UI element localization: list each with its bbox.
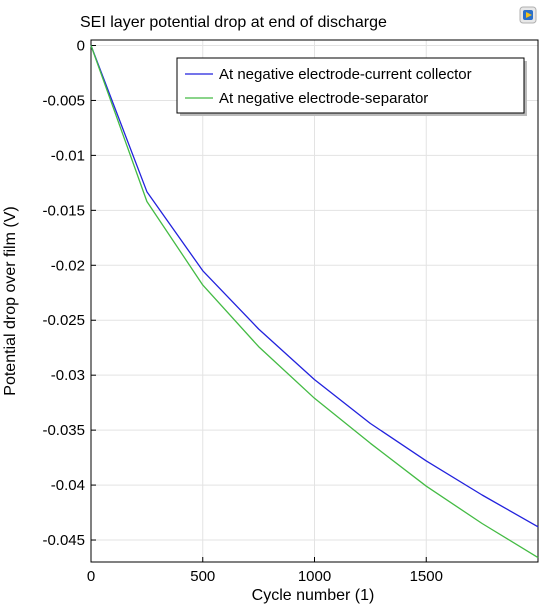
series-line-0 (90, 45, 539, 528)
legend: At negative electrode-current collector … (176, 57, 527, 116)
legend-label-separator: At negative electrode-separator (219, 90, 428, 107)
series-layer (90, 45, 539, 559)
ticks: 0 500 1000 1500 0 -0.005 -0.01 -0.015 -0.02 -0.02… (42, 37, 442, 585)
y-tick-label: -0.02 (51, 257, 85, 274)
x-tick-label: 1000 (298, 568, 331, 585)
y-tick-label: -0.045 (42, 532, 85, 549)
x-tick-label: 1500 (410, 568, 443, 585)
chart-title: SEI layer potential drop at end of disch… (80, 14, 387, 31)
series-line-1 (90, 45, 539, 559)
grid (90, 40, 538, 562)
app-logo-icon (519, 6, 537, 24)
x-tick-label: 0 (87, 568, 95, 585)
legend-label-current-collector: At negative electrode-current collector (219, 66, 472, 83)
x-tick-label: 500 (190, 568, 215, 585)
y-tick-label: -0.03 (51, 367, 85, 384)
y-tick-label: -0.035 (42, 422, 85, 439)
legend-box (176, 57, 525, 114)
y-tick-label: -0.04 (51, 477, 85, 494)
y-tick-label: -0.015 (42, 202, 85, 219)
x-axis-label: Cycle number (1) (252, 587, 375, 604)
y-axis-label: Potential drop over film (V) (2, 206, 19, 395)
y-tick-label: -0.01 (51, 147, 85, 164)
y-tick-label: 0 (77, 37, 85, 54)
y-tick-label: -0.025 (42, 312, 85, 329)
y-tick-label: -0.005 (42, 92, 85, 109)
